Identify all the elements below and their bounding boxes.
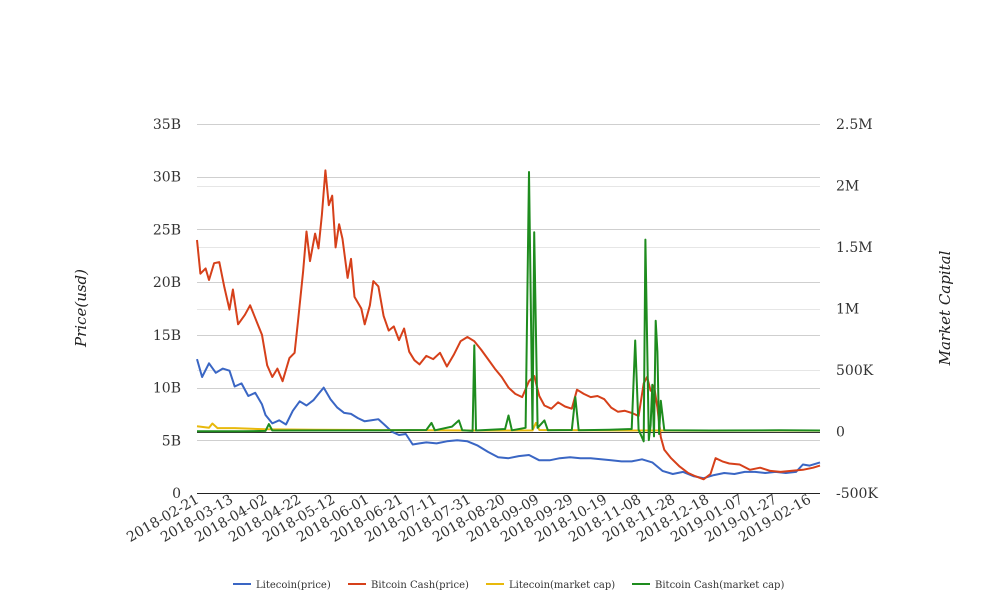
y-left-tick-label: 30B — [153, 170, 181, 186]
legend-label: Litecoin(price) — [256, 580, 331, 591]
y-right-tick-label: 1.5M — [836, 240, 873, 256]
legend-label: Bitcoin Cash(price) — [371, 580, 469, 591]
y-left-tick-label: 10B — [153, 381, 181, 397]
series-line-1 — [196, 169, 821, 481]
y-right-tick-label: 0 — [836, 425, 845, 441]
y-left-axis-title: Price(usd) — [72, 269, 90, 348]
y-right-tick-label: 2M — [836, 179, 859, 195]
y-right-tick-label: 500K — [836, 363, 874, 379]
series-line-2 — [196, 421, 821, 432]
series-line-3 — [197, 171, 821, 443]
y-left-tick-label: 15B — [153, 328, 181, 344]
y-left-axis: 0 5B 10B 15B 20B 25B 30B 35B — [153, 117, 181, 502]
y-left-tick-label: 20B — [153, 275, 181, 291]
y-left-tick-label: 35B — [153, 117, 181, 133]
legend: Litecoin(price) Bitcoin Cash(price) Liteco… — [233, 580, 784, 591]
series-lines — [196, 169, 821, 481]
y-right-tick-label: 2.5M — [836, 117, 873, 133]
legend-label: Bitcoin Cash(market cap) — [655, 580, 784, 591]
y-right-tick-label: -500K — [836, 486, 878, 502]
y-left-tick-label: 5B — [162, 433, 181, 449]
y-right-axis-title: Market Capital — [936, 250, 954, 366]
y-left-tick-label: 0 — [172, 486, 181, 502]
y-left-tick-label: 25B — [153, 222, 181, 238]
legend-label: Litecoin(market cap) — [509, 580, 615, 591]
y-right-tick-label: 1M — [836, 302, 859, 318]
y-right-axis: -500K 0 500K 1M 1.5M 2M 2.5M — [836, 117, 878, 502]
grid-lines — [197, 124, 820, 494]
x-axis: 2018-02-212018-03-132018-04-022018-04-22… — [124, 492, 814, 546]
